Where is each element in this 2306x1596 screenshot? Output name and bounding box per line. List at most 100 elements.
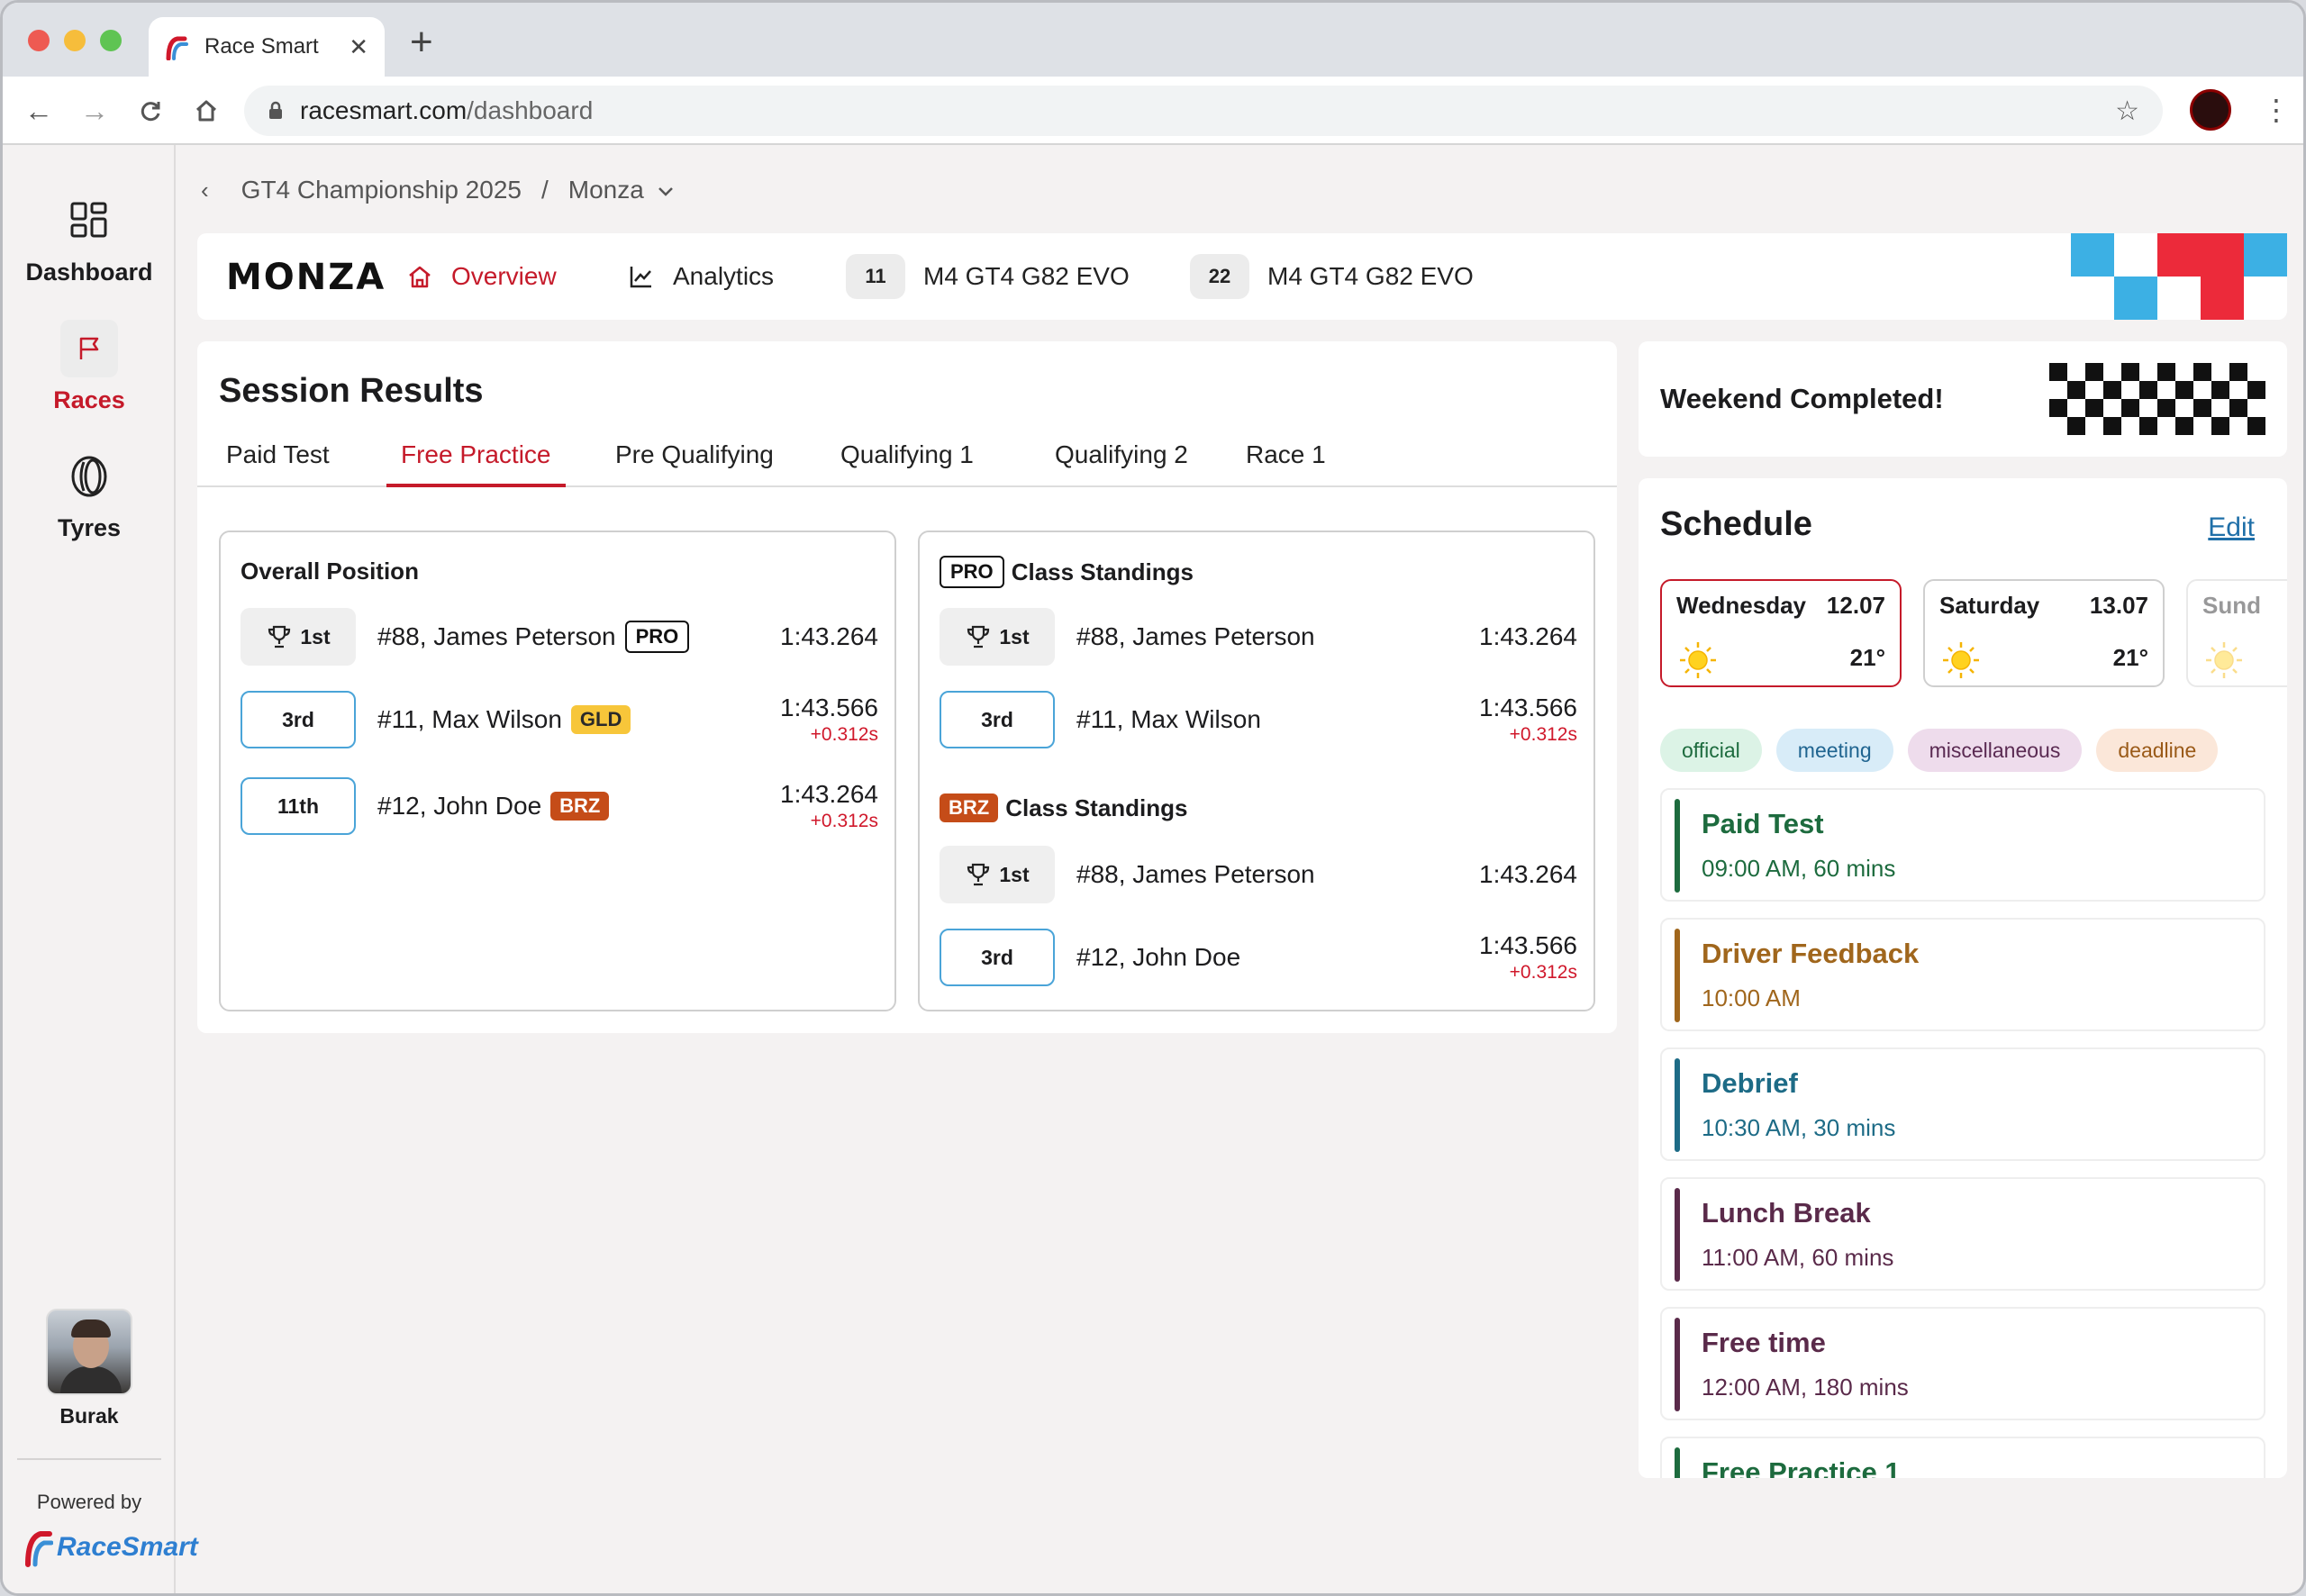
overall-position-panel: Overall Position 1st #88, James Peterson…	[219, 530, 896, 1011]
trophy-icon	[268, 625, 291, 648]
day-name: Sund	[2202, 592, 2261, 619]
breadcrumb-championship[interactable]: GT4 Championship 2025	[241, 176, 522, 204]
lap-time-delta: +0.312s	[810, 724, 878, 745]
driver-info: #11, Max Wilson	[1076, 691, 1261, 748]
minimize-window-button[interactable]	[64, 30, 86, 51]
tab-pre-qualifying[interactable]: Pre Qualifying	[615, 440, 774, 468]
chip-official[interactable]: official	[1660, 729, 1762, 772]
forward-button[interactable]: →	[80, 94, 109, 127]
tab-overview[interactable]: Overview	[406, 255, 557, 298]
schedule-item-time: 11:00 AM, 60 mins	[1702, 1244, 1894, 1271]
lap-time-value: 1:43.566	[780, 694, 878, 721]
category-color-bar	[1675, 1188, 1680, 1282]
sidebar-label-tyres: Tyres	[57, 514, 122, 541]
schedule-item[interactable]: Debrief 10:30 AM, 30 mins	[1660, 1047, 2265, 1161]
day-card-wednesday[interactable]: Wednesday 12.07 21°	[1660, 579, 1902, 687]
class-badge-gld: GLD	[570, 704, 631, 735]
class-badge-pro: PRO	[624, 620, 690, 654]
tab-race-1[interactable]: Race 1	[1246, 440, 1326, 468]
breadcrumb-track[interactable]: Monza	[567, 176, 644, 204]
user-avatar[interactable]	[46, 1309, 132, 1395]
result-row[interactable]: 1st #88, James Peterson PRO 1:43.264	[241, 608, 878, 666]
schedule-item[interactable]: Free Practice 1	[1660, 1437, 2265, 1478]
profile-avatar-button[interactable]	[2190, 89, 2231, 131]
maximize-window-button[interactable]	[100, 30, 122, 51]
tab-strip: Race Smart ✕ +	[3, 3, 2303, 77]
position-pill: 3rd	[241, 691, 356, 748]
schedule-item[interactable]: Lunch Break 11:00 AM, 60 mins	[1660, 1177, 2265, 1291]
position-label: 11th	[277, 793, 320, 818]
car-number-badge: 22	[1190, 254, 1249, 299]
browser-menu-icon[interactable]: ⋮	[2262, 94, 2291, 126]
overall-position-title: Overall Position	[241, 558, 419, 585]
weekend-status-text: Weekend Completed!	[1660, 383, 1944, 414]
sidebar-label-races: Races	[53, 386, 125, 413]
position-label: 1st	[999, 624, 1030, 648]
schedule-title: Schedule	[1660, 505, 1812, 543]
tab-paid-test[interactable]: Paid Test	[226, 440, 330, 468]
schedule-item[interactable]: Paid Test 09:00 AM, 60 mins	[1660, 788, 2265, 902]
sidebar-item-tyres[interactable]: Tyres	[3, 448, 176, 542]
browser-tab[interactable]: Race Smart ✕	[149, 17, 385, 77]
chevron-down-icon[interactable]	[657, 176, 675, 204]
position-label: 3rd	[981, 707, 1013, 731]
class-standings-panel: PRO Class Standings 1st #88, James Peter…	[918, 530, 1595, 1011]
grid-icon	[60, 192, 118, 249]
result-row[interactable]: 3rd #12, John Doe 1:43.566 +0.312s	[940, 929, 1577, 986]
schedule-item[interactable]: Driver Feedback 10:00 AM	[1660, 918, 2265, 1031]
category-color-bar	[1675, 1318, 1680, 1411]
schedule-panel: Schedule Edit Wednesday 12.07 21° Saturd…	[1639, 478, 2287, 1478]
position-label: 3rd	[282, 707, 314, 731]
result-row[interactable]: 1st #88, James Peterson 1:43.264	[940, 846, 1577, 903]
flag-icon	[60, 320, 118, 377]
result-row[interactable]: 3rd #11, Max Wilson GLD 1:43.566 +0.312s	[241, 691, 878, 748]
address-bar[interactable]: racesmart.com/dashboard ☆	[244, 86, 2163, 136]
tab-title: Race Smart	[204, 34, 319, 59]
class-badge-brz: BRZ	[550, 791, 610, 821]
sidebar-item-dashboard[interactable]: Dashboard	[3, 192, 176, 286]
lap-time-value: 1:43.264	[1479, 860, 1577, 888]
category-color-bar	[1675, 929, 1680, 1022]
edit-schedule-link[interactable]: Edit	[2208, 512, 2255, 542]
new-tab-button[interactable]: +	[410, 20, 433, 64]
bookmark-star-icon[interactable]: ☆	[2115, 95, 2139, 126]
back-chevron-icon[interactable]: ‹	[201, 176, 209, 204]
position-label: 1st	[300, 624, 331, 648]
day-card-saturday[interactable]: Saturday 13.07 21°	[1923, 579, 2165, 687]
url-text[interactable]: racesmart.com/dashboard	[300, 96, 2099, 125]
close-tab-icon[interactable]: ✕	[349, 32, 368, 60]
session-tabs: Paid Test Free Practice Pre Qualifying Q…	[197, 440, 1617, 487]
schedule-item-time: 09:00 AM, 60 mins	[1702, 855, 1896, 882]
car-tab-11[interactable]: 11 M4 GT4 G82 EVO	[846, 254, 1130, 299]
checkered-flag-icon	[2049, 363, 2265, 435]
back-button[interactable]: ←	[24, 94, 53, 127]
close-window-button[interactable]	[28, 30, 50, 51]
chip-deadline[interactable]: deadline	[2096, 729, 2219, 772]
session-results-panel: Session Results Paid Test Free Practice …	[197, 341, 1617, 1033]
position-pill: 1st	[241, 608, 356, 666]
class-badge-pro: PRO	[940, 556, 1004, 589]
window-controls	[28, 30, 122, 51]
result-row[interactable]: 1st #88, James Peterson 1:43.264	[940, 608, 1577, 666]
home-button[interactable]	[188, 93, 224, 129]
powered-by-label: Powered by	[36, 1491, 142, 1513]
class-standings-label: Class Standings	[1005, 793, 1188, 821]
tab-qualifying-2[interactable]: Qualifying 2	[1055, 440, 1188, 468]
result-row[interactable]: 11th #12, John Doe BRZ 1:43.264 +0.312s	[241, 777, 878, 835]
reload-button[interactable]	[132, 93, 168, 129]
car-tab-22[interactable]: 22 M4 GT4 G82 EVO	[1190, 254, 1474, 299]
class-standings-label: Class Standings	[1011, 558, 1194, 585]
tab-qualifying-1[interactable]: Qualifying 1	[840, 440, 974, 468]
tab-analytics[interactable]: Analytics	[628, 255, 774, 298]
schedule-item[interactable]: Free time 12:00 AM, 180 mins	[1660, 1307, 2265, 1420]
schedule-item-name: Debrief	[1702, 1067, 1798, 1099]
sidebar-item-races[interactable]: Races	[3, 320, 176, 414]
chip-meeting[interactable]: meeting	[1775, 729, 1893, 772]
url-host: racesmart.com	[300, 96, 468, 124]
chip-miscellaneous[interactable]: miscellaneous	[1907, 729, 2083, 772]
lap-time: 1:43.264	[780, 608, 878, 666]
tab-free-practice[interactable]: Free Practice	[386, 440, 566, 487]
day-card-sunday[interactable]: Sund	[2186, 579, 2287, 687]
result-row[interactable]: 3rd #11, Max Wilson 1:43.566 +0.312s	[940, 691, 1577, 748]
pro-class-standings-title: PRO Class Standings	[940, 556, 1194, 589]
